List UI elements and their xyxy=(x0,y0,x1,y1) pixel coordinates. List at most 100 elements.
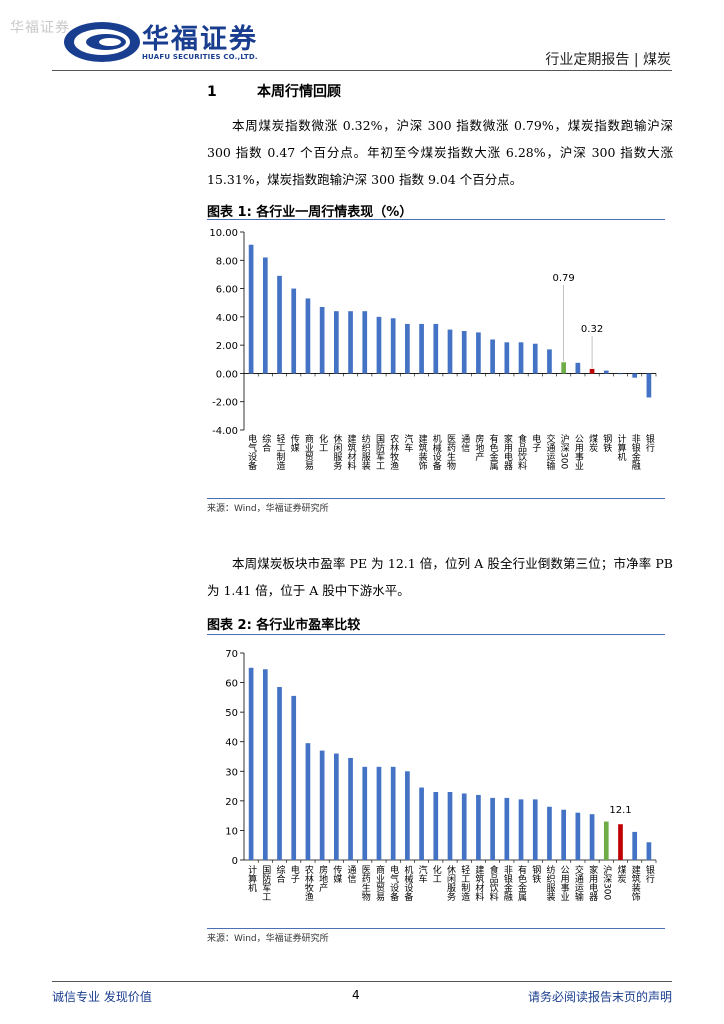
bar xyxy=(419,787,424,860)
bar xyxy=(334,311,339,374)
y-tick-label: -2.00 xyxy=(212,398,238,409)
bar xyxy=(447,791,453,860)
x-tick-label: 电气设备 xyxy=(388,864,399,901)
y-tick-label: 70 xyxy=(225,649,238,660)
x-tick-label: 家用电器 xyxy=(502,433,513,470)
bar xyxy=(476,332,481,374)
x-tick-label: 沪深300 xyxy=(559,433,570,470)
x-tick-label: 通信 xyxy=(346,865,357,884)
y-tick-label: 8.00 xyxy=(216,256,238,267)
y-tick-label: 6.00 xyxy=(216,285,238,296)
header-divider xyxy=(52,70,672,71)
y-tick-label: 0 xyxy=(232,856,238,867)
x-tick-label: 房地产 xyxy=(317,864,328,893)
figure-2-source: 来源：Wind，华福证券研究所 xyxy=(207,934,329,944)
figure-1-chart: -4.00 -2.00 0.00 2.00 4.00 6.00 8.00 10.00 电气设备综… xyxy=(209,228,657,471)
y-tick-label: 2.00 xyxy=(216,341,238,352)
paragraph-weekly-review: 本周煤炭指数微涨 0.32%，沪深 300 指数微涨 0.79%，煤炭指数跑输沪… xyxy=(207,118,673,187)
bar xyxy=(490,797,495,860)
bar xyxy=(461,793,467,860)
bar xyxy=(305,298,311,374)
x-tick-label: 电子 xyxy=(289,864,300,883)
brand-name: 华福证券 xyxy=(142,24,258,55)
x-tick-label: 非银金融 xyxy=(630,433,641,471)
data-label: 12.1 xyxy=(609,805,631,816)
x-tick-label: 国防军工 xyxy=(374,434,385,470)
bar xyxy=(291,288,297,374)
x-tick-label: 银行 xyxy=(644,864,655,884)
x-tick-label: 休闲服务 xyxy=(331,433,342,471)
y-tick-label: 10.00 xyxy=(209,228,238,239)
footer-slogan: 诚信专业 发现价值 xyxy=(52,990,152,1004)
bar xyxy=(277,275,282,374)
bar xyxy=(504,797,510,860)
bar xyxy=(348,757,353,860)
x-tick-label: 机械设备 xyxy=(431,433,442,470)
x-tick-label: 家用电器 xyxy=(587,864,598,901)
x-tick-label: 食品饮料 xyxy=(488,864,499,902)
x-tick-label: 国防军工 xyxy=(260,865,271,901)
x-tick-label: 交通运输 xyxy=(544,433,555,471)
x-tick-label: 钢铁 xyxy=(601,433,612,453)
x-tick-label: 传媒 xyxy=(331,864,342,884)
data-label: 0.32 xyxy=(581,324,603,335)
figure-1-source: 来源：Wind，华福证券研究所 xyxy=(207,504,329,514)
bar xyxy=(319,306,325,374)
bar xyxy=(532,343,538,374)
x-tick-label: 计算机 xyxy=(615,433,626,462)
figure-1-title: 图表 1: 各行业一周行情表现（%） xyxy=(207,205,413,220)
x-tick-label: 建筑装饰 xyxy=(630,864,641,902)
bar xyxy=(589,814,595,860)
x-tick-label: 公用事业 xyxy=(559,865,570,901)
bar xyxy=(362,311,368,374)
x-tick-label: 煤炭 xyxy=(615,864,626,884)
bar xyxy=(390,766,396,860)
x-tick-label: 综合 xyxy=(260,433,271,453)
bar xyxy=(461,331,467,374)
y-tick-label: -4.00 xyxy=(212,426,238,437)
x-tick-label: 银行 xyxy=(644,433,655,453)
x-tick-label: 煤炭 xyxy=(587,433,598,453)
bar xyxy=(646,842,652,860)
x-tick-label: 农林牧渔 xyxy=(303,864,314,901)
x-tick-label: 食品饮料 xyxy=(516,433,527,471)
section-heading: 本周行情回顾 xyxy=(257,84,341,100)
bar xyxy=(376,766,382,860)
x-tick-label: 有色金属 xyxy=(516,864,527,902)
y-tick-label: 20 xyxy=(225,797,238,808)
bar xyxy=(547,349,552,374)
bar xyxy=(603,821,609,860)
bar xyxy=(291,695,297,860)
x-tick-label: 传媒 xyxy=(289,433,300,453)
x-tick-label: 通信 xyxy=(459,434,470,453)
bar xyxy=(376,316,382,374)
x-tick-label: 化工 xyxy=(317,433,328,452)
bar xyxy=(419,323,424,374)
bar xyxy=(561,362,566,374)
bar xyxy=(518,342,524,374)
x-tick-label: 化工 xyxy=(431,864,442,883)
bar xyxy=(618,824,623,860)
bar xyxy=(490,339,495,374)
y-tick-label: 0.00 xyxy=(216,369,238,380)
y-tick-label: 30 xyxy=(225,767,238,778)
x-tick-label: 汽车 xyxy=(417,864,428,884)
bar xyxy=(362,766,368,860)
figure-1-bottom-rule xyxy=(207,498,665,499)
x-tick-label: 电气设备 xyxy=(246,433,257,470)
bar xyxy=(447,329,453,374)
x-tick-label: 轻工制造 xyxy=(459,864,470,902)
x-tick-label: 纺织服装 xyxy=(360,433,371,471)
x-tick-label: 农林牧渔 xyxy=(388,433,399,470)
y-tick-label: 4.00 xyxy=(216,313,238,324)
x-tick-label: 公用事业 xyxy=(573,434,584,470)
x-tick-label: 轻工制造 xyxy=(275,433,286,471)
bar xyxy=(518,799,524,860)
bar xyxy=(547,806,552,860)
x-tick-label: 钢铁 xyxy=(530,864,541,884)
x-tick-label: 机械设备 xyxy=(402,864,413,901)
x-tick-label: 电子 xyxy=(530,433,541,452)
bar xyxy=(561,809,566,860)
x-tick-label: 交通运输 xyxy=(573,864,584,902)
y-tick-label: 50 xyxy=(225,708,238,719)
